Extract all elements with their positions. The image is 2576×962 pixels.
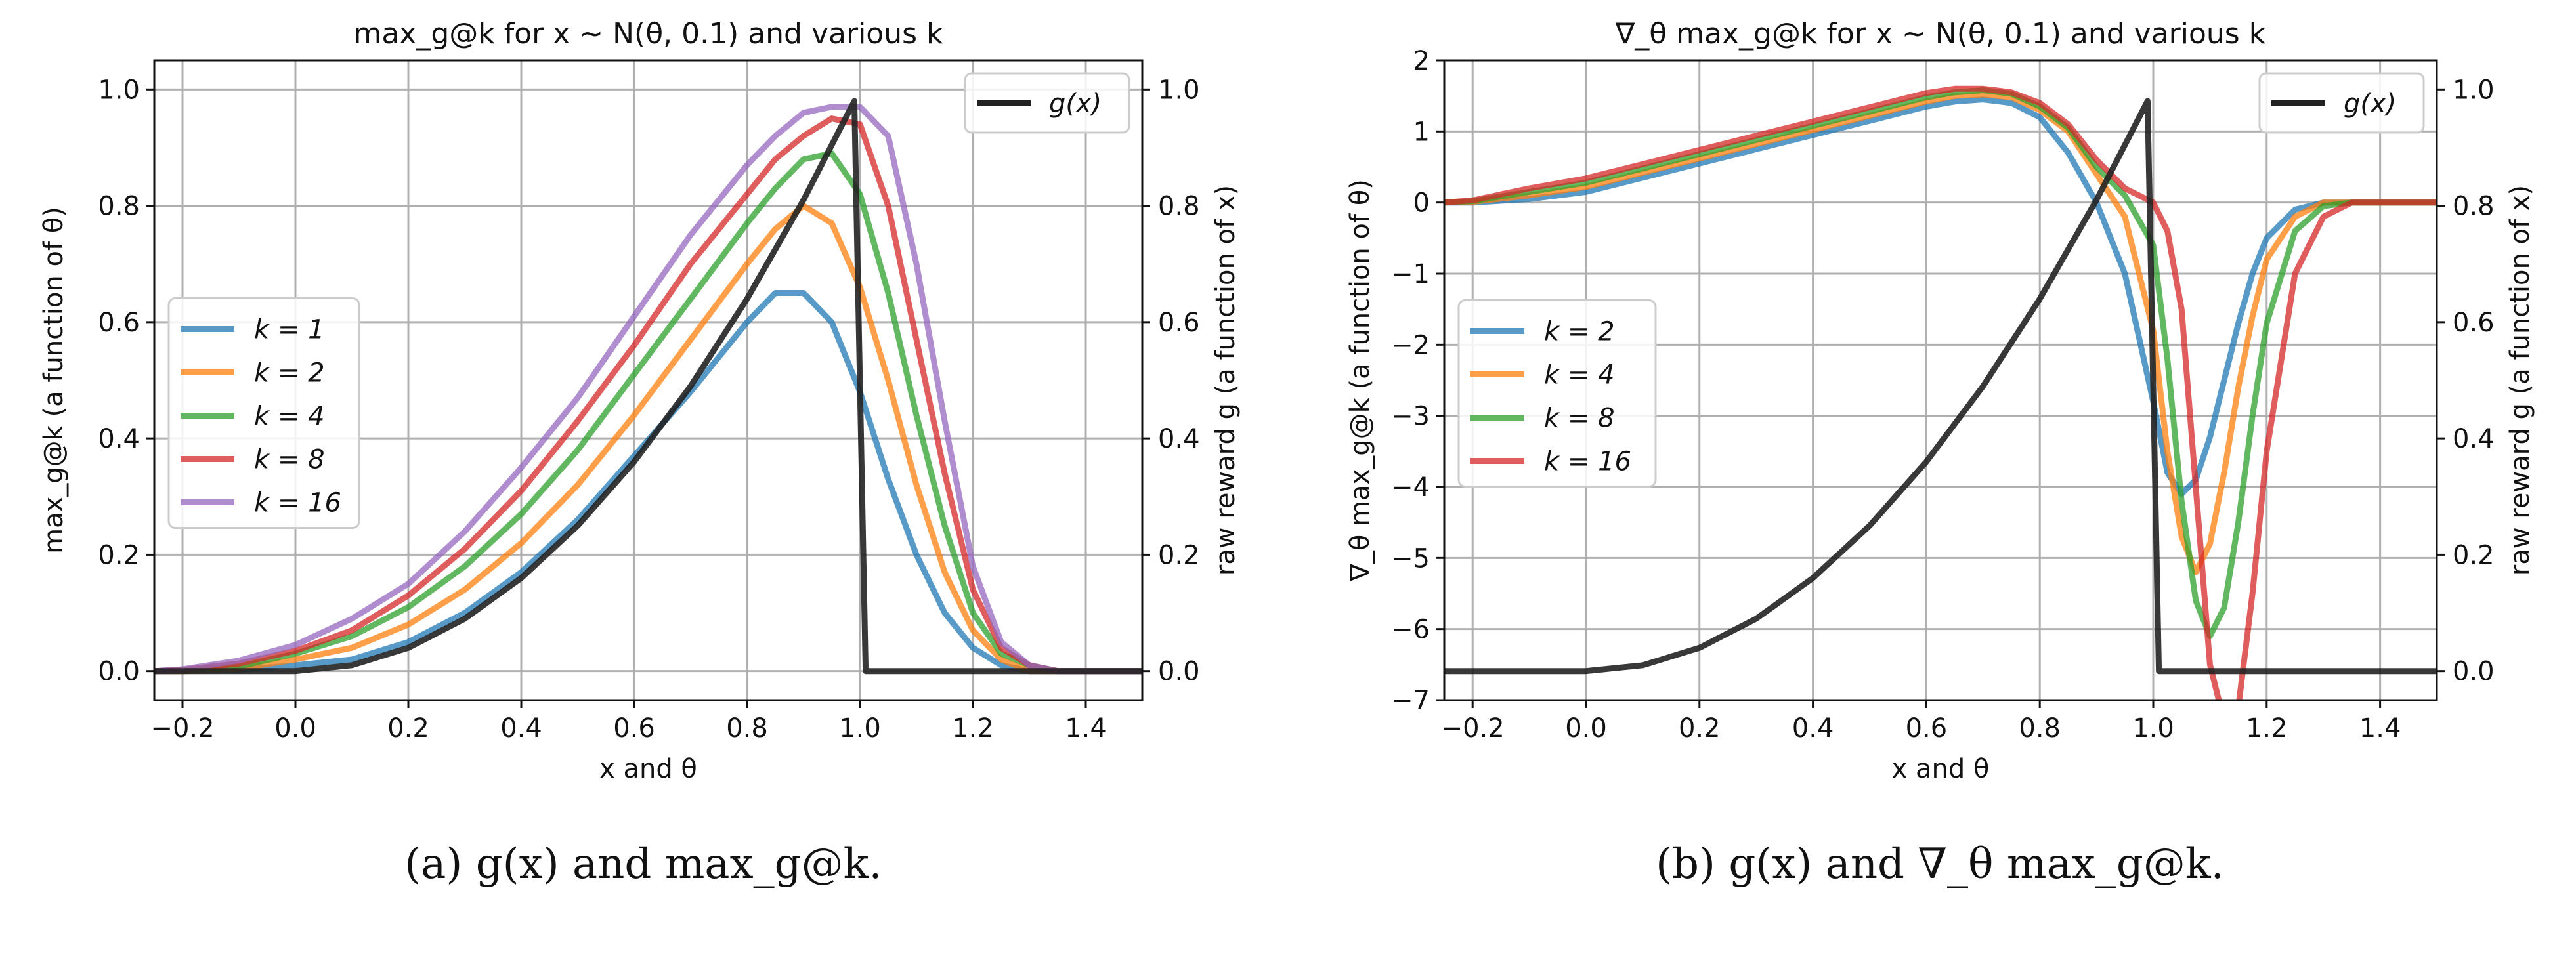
caption-b: (b) g(x) and ∇_θ max_g@k.	[1656, 840, 2224, 889]
x-tick-label: 1.4	[1065, 713, 1107, 743]
y-tick-label: 0.0	[98, 657, 140, 687]
legend-g: g(x)	[2258, 72, 2425, 134]
chart-title: ∇_θ max_g@k for x ~ N(θ, 0.1) and variou…	[1615, 17, 2266, 51]
legend: k = 2 k = 4 k = 8 k = 16	[1457, 299, 1657, 488]
y2-axis-label: raw reward g (a function of x)	[2505, 185, 2535, 575]
y2-tick-label: 0.6	[2453, 308, 2495, 338]
series-line	[154, 290, 1142, 675]
y2-tick-label: 0.0	[2453, 657, 2495, 687]
series-line	[1444, 87, 2437, 639]
legend-label: k = 1	[254, 315, 325, 345]
y2-tick-label: 0.2	[1158, 540, 1200, 570]
y2-tick-label: 0.6	[1158, 308, 1200, 338]
y-tick-label: −4	[1391, 472, 1430, 503]
caption-a: (a) g(x) and max_g@k.	[404, 840, 882, 889]
y-tick-label: −6	[1391, 615, 1430, 645]
panel-a-chart: −0.2 0.0 0.2 0.4 0.6 0.8 1.0 1.2 1.4 0.0 0.2 0.4 0.6…	[39, 17, 1241, 784]
y-tick-label: 0.8	[98, 192, 140, 222]
legend-g-label: g(x)	[2344, 89, 2396, 119]
x-tick-label: 0.2	[387, 713, 429, 743]
x-tick-label: 0.6	[613, 713, 655, 743]
y2-tick-label: 0.4	[1158, 424, 1200, 454]
x-tick-label: 0.8	[726, 713, 768, 743]
x-tick-label: 0.2	[1679, 713, 1721, 743]
y2-tick-label: 1.0	[2453, 75, 2495, 105]
axes-frame	[153, 59, 1144, 701]
y-tick-label: 2	[1413, 46, 1430, 76]
legend-box	[167, 297, 360, 529]
series-line	[154, 115, 1142, 675]
y-axis-label: max_g@k (a function of θ)	[39, 207, 69, 554]
x-tick-label: 0.0	[274, 713, 316, 743]
y-tick-label: 0.6	[98, 308, 140, 338]
x-tick-label: 1.0	[839, 713, 881, 743]
y-tick-label: −5	[1391, 543, 1430, 574]
legend-g: g(x)	[964, 72, 1130, 134]
y2-tick-label: 0.8	[1158, 192, 1200, 222]
y-tick-label: −3	[1391, 402, 1430, 432]
x-tick-label: −0.2	[1441, 713, 1505, 743]
legend-label: k = 16	[254, 488, 341, 518]
x-tick-label: −0.2	[150, 713, 214, 743]
y-axis-label: ∇_θ max_g@k (a function of θ)	[1345, 179, 1375, 582]
series-line	[154, 104, 1142, 675]
legend-label: k = 4	[1544, 360, 1615, 390]
legend-g-box	[2258, 72, 2425, 134]
x-tick-label: 0.8	[2019, 713, 2061, 743]
x-tick-label: 1.2	[2246, 713, 2288, 743]
legend-g-label: g(x)	[1049, 89, 1102, 119]
x-tick-label: 0.4	[1792, 713, 1834, 743]
y2-tick-label: 0.4	[2453, 424, 2495, 454]
y-tick-label: 1.0	[98, 75, 140, 105]
series-line	[1444, 91, 2437, 575]
legend-label: k = 2	[254, 358, 325, 388]
legend-label: k = 8	[1544, 404, 1615, 434]
y2-tick-label: 0.2	[2453, 540, 2495, 570]
chart-title: max_g@k for x ~ N(θ, 0.1) and various k	[353, 17, 943, 51]
x-tick-label: 0.6	[1906, 713, 1948, 743]
panel-b-chart: −0.2 0.0 0.2 0.4 0.6 0.8 1.0 1.2 1.4 −7 −6 −5 −4 −3 −2…	[1345, 17, 2535, 784]
y-tick-label: 0	[1413, 188, 1430, 219]
legend-box	[1457, 299, 1657, 488]
legend-label: k = 2	[1544, 317, 1615, 347]
y2-tick-label: 0.0	[1158, 657, 1200, 687]
y2-tick-label: 0.8	[2453, 192, 2495, 222]
x-tick-label: 1.4	[2359, 713, 2401, 743]
y-tick-label: 0.2	[98, 540, 140, 570]
legend-label: k = 4	[254, 402, 325, 432]
x-tick-label: 0.0	[1565, 713, 1607, 743]
y2-axis-label: raw reward g (a function of x)	[1211, 185, 1241, 575]
plot-area	[1444, 85, 2437, 700]
series-line	[1444, 85, 2437, 700]
y-tick-label: −2	[1391, 330, 1430, 360]
y-tick-label: −7	[1391, 686, 1430, 716]
x-tick-label: 0.4	[500, 713, 542, 743]
y-tick-label: −1	[1391, 259, 1430, 289]
axes-frame	[1443, 59, 2438, 701]
x-axis-label: x and θ	[599, 754, 697, 784]
y-tick-label: 1	[1413, 117, 1430, 147]
legend-g-box	[964, 72, 1130, 134]
x-tick-label: 1.2	[952, 713, 994, 743]
y-tick-label: 0.4	[98, 424, 140, 454]
legend: k = 1 k = 2 k = 4 k = 8 k = 16	[167, 297, 360, 529]
plot-area	[154, 98, 1142, 675]
legend-label: k = 16	[1544, 447, 1631, 477]
legend-label: k = 8	[254, 445, 325, 475]
g-line	[1444, 98, 2437, 675]
x-tick-label: 1.0	[2132, 713, 2174, 743]
x-axis-label: x and θ	[1892, 754, 1990, 784]
y2-tick-label: 1.0	[1158, 75, 1200, 105]
series-line	[154, 203, 1142, 675]
series-line	[154, 150, 1142, 675]
g-line	[154, 98, 1142, 675]
